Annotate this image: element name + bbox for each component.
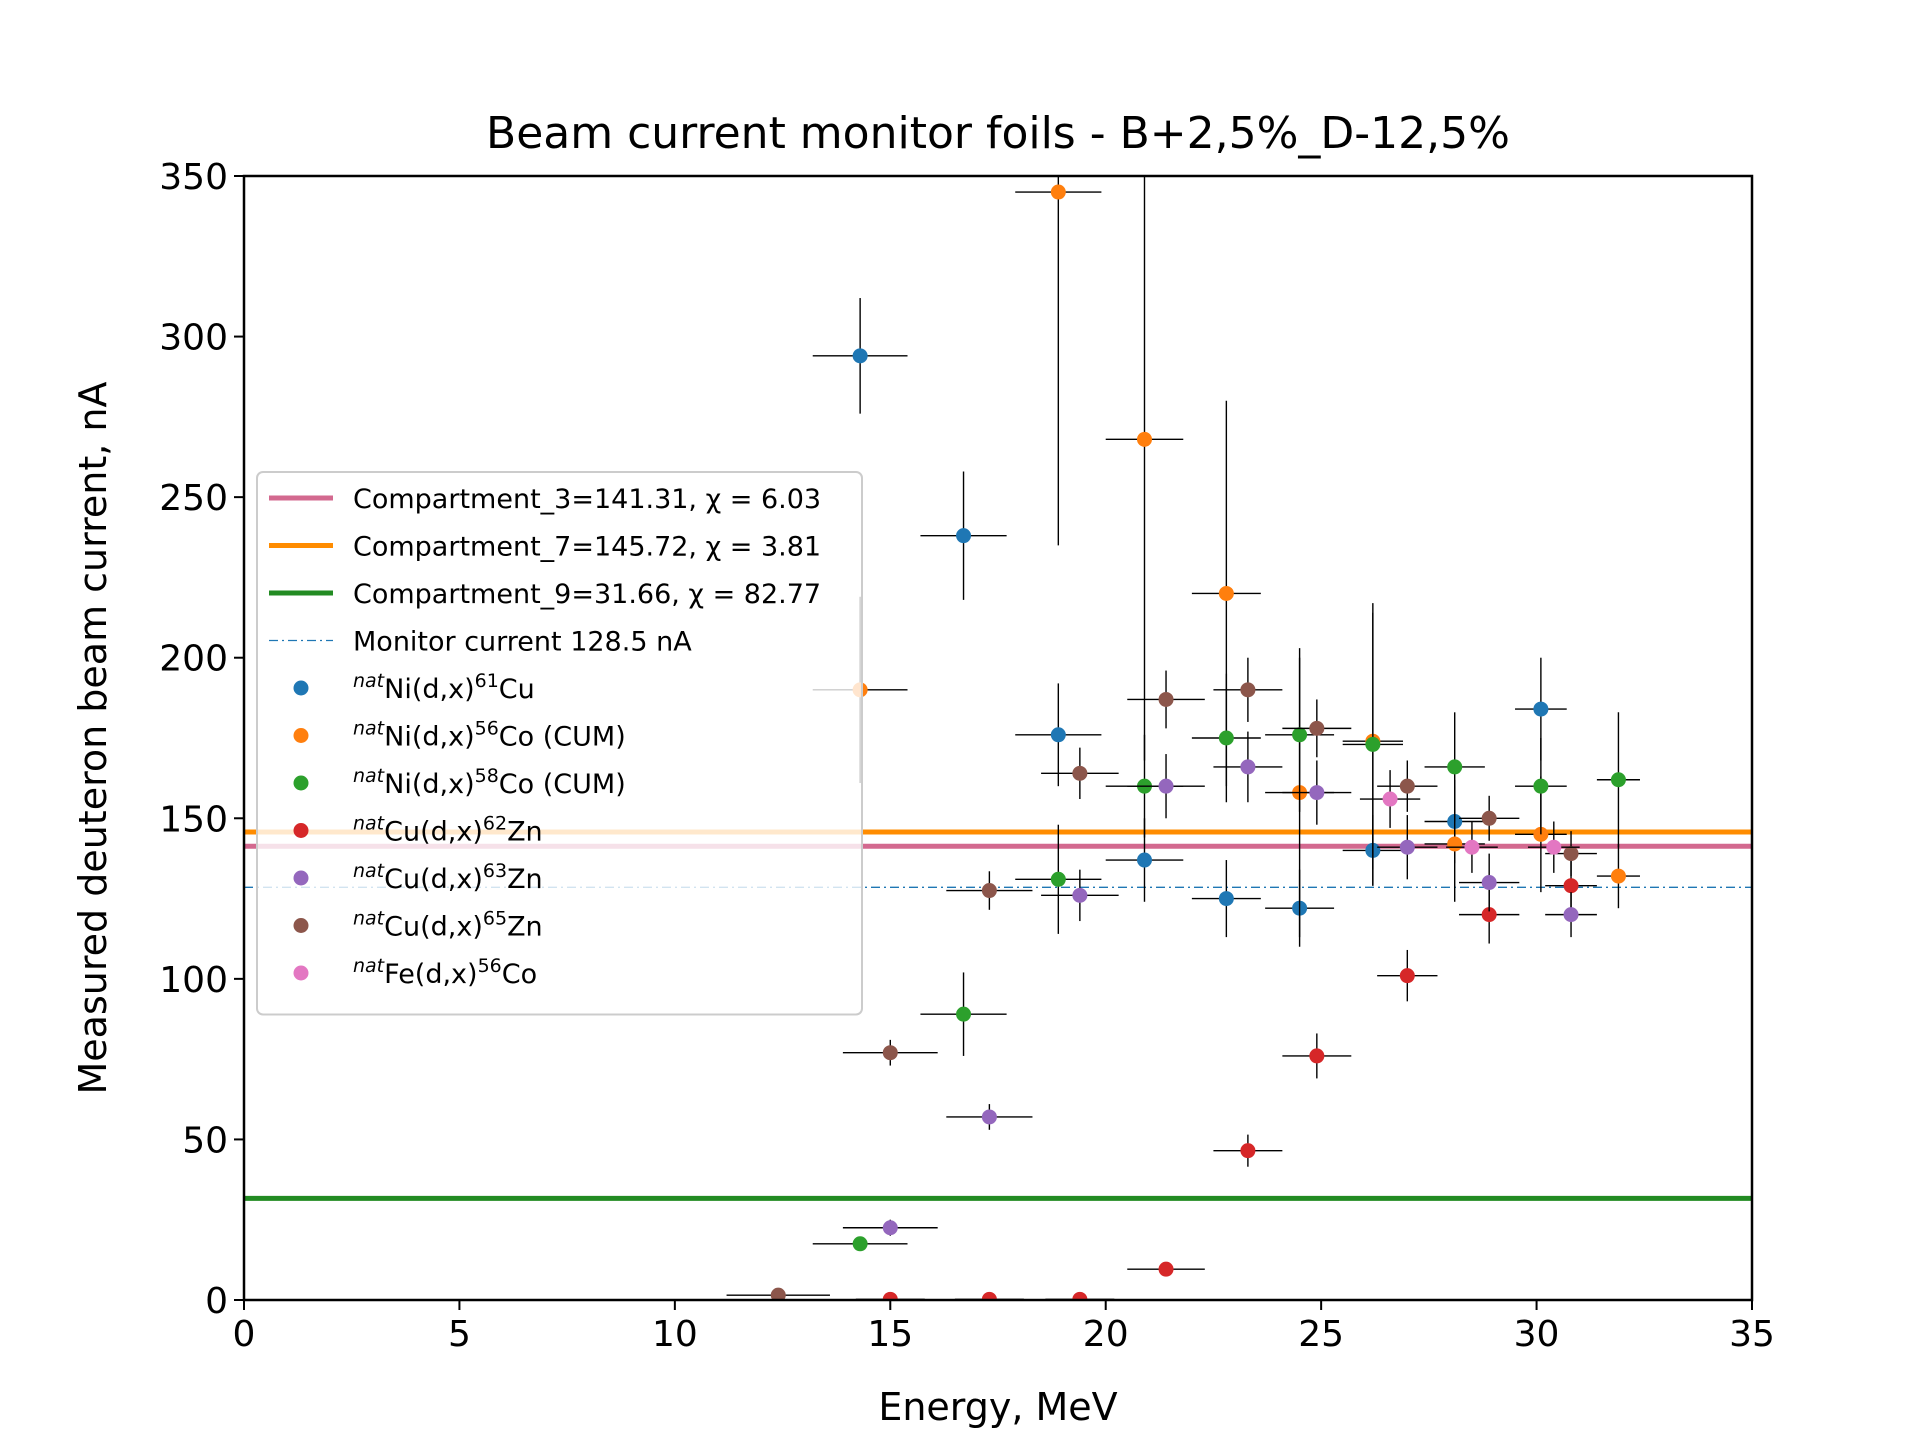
legend-marker	[293, 680, 309, 696]
y-axis: 0 50 100 150 200 250 300 350	[159, 157, 244, 1322]
data-point	[1533, 778, 1549, 794]
data-point	[1481, 907, 1497, 923]
legend-marker	[293, 823, 309, 838]
data-point	[1563, 878, 1579, 894]
data-point	[1464, 839, 1480, 855]
data-point	[1158, 1261, 1174, 1277]
y-axis-label: Measured deuteron beam current, nA	[71, 382, 115, 1095]
y-tick-label: 0	[205, 1281, 228, 1322]
legend-label: natNi(d,x)58Co (CUM)	[353, 765, 626, 800]
data-point	[1309, 1048, 1325, 1064]
data-point	[852, 348, 868, 364]
plot-frame	[242, 174, 1754, 1302]
x-tick-label: 5	[448, 1314, 471, 1355]
data-point	[1050, 727, 1066, 743]
legend-label: natCu(d,x)63Zn	[353, 860, 543, 895]
data-point	[1072, 1291, 1088, 1300]
data-point	[1218, 891, 1234, 907]
data-point	[1382, 791, 1398, 807]
data-point	[1136, 852, 1152, 868]
data-point	[1399, 968, 1415, 984]
data-point	[1158, 778, 1174, 794]
data-point	[1481, 810, 1497, 826]
legend-label: natFe(d,x)56Co	[353, 955, 537, 990]
x-tick-label: 0	[233, 1314, 256, 1355]
data-point	[981, 883, 997, 899]
data-point	[1292, 727, 1308, 743]
y-tick-label: 50	[182, 1120, 228, 1161]
legend-label: natCu(d,x)65Zn	[353, 908, 543, 943]
chart-title: Beam current monitor foils - B+2,5%_D-12…	[486, 108, 1510, 159]
data-point	[1309, 720, 1325, 736]
legend-marker	[293, 870, 309, 886]
data-marks	[726, 176, 1640, 1300]
legend-marker	[293, 965, 309, 981]
legend-marker	[293, 728, 309, 743]
data-point	[956, 1006, 972, 1022]
data-point	[956, 528, 972, 544]
data-point	[1533, 701, 1549, 717]
legend-marker	[293, 775, 309, 791]
data-point	[1563, 907, 1579, 923]
x-axis: 0 5 10 15 20 25 30 35	[233, 1300, 1775, 1355]
legend-label: natNi(d,x)56Co (CUM)	[353, 718, 626, 753]
y-tick-label: 150	[159, 799, 228, 840]
data-point	[852, 1236, 868, 1252]
y-tick-label: 350	[159, 157, 228, 198]
data-point	[1218, 730, 1234, 746]
x-tick-label: 20	[1083, 1314, 1129, 1355]
legend-label: Compartment_9=31.66, χ = 82.77	[353, 579, 821, 610]
y-tick-label: 100	[159, 960, 228, 1001]
x-tick-label: 15	[867, 1314, 913, 1355]
legend-box	[256, 471, 863, 1016]
legend-label: natNi(d,x)61Cu	[353, 670, 535, 705]
data-point	[1240, 1143, 1256, 1159]
legend-marker	[293, 918, 309, 933]
data-point	[1050, 871, 1066, 887]
data-point	[1399, 839, 1415, 855]
series	[726, 657, 1597, 1300]
data-point	[770, 1287, 786, 1300]
series	[812, 603, 1640, 1252]
x-tick-label: 30	[1514, 1314, 1560, 1355]
data-point	[1158, 691, 1174, 707]
data-point	[1309, 785, 1325, 801]
data-point	[981, 1109, 997, 1125]
x-tick-label: 25	[1298, 1314, 1344, 1355]
data-point	[882, 1045, 898, 1061]
legend-label: natCu(d,x)62Zn	[353, 813, 543, 848]
x-tick-label: 35	[1729, 1314, 1775, 1355]
legend-label: Compartment_3=141.31, χ = 6.03	[353, 484, 821, 515]
series	[842, 731, 1597, 1236]
data-point	[1240, 759, 1256, 775]
data-point	[1240, 682, 1256, 698]
series	[1359, 770, 1580, 873]
legend-label: Compartment_7=145.72, χ = 3.81	[353, 532, 821, 563]
data-point	[1447, 759, 1463, 775]
x-tick-label: 10	[652, 1314, 698, 1355]
y-tick-label: 200	[159, 639, 228, 680]
data-point	[1365, 736, 1381, 752]
data-point	[981, 1291, 997, 1300]
x-axis-label: Energy, MeV	[878, 1385, 1117, 1429]
data-point	[1218, 585, 1234, 601]
y-tick-label: 250	[159, 478, 228, 519]
data-point	[1447, 836, 1463, 852]
data-point	[1546, 839, 1562, 855]
data-point	[1399, 778, 1415, 794]
legend: Compartment_3=141.31, χ = 6.03 Compartmen…	[256, 471, 863, 1016]
data-point	[1610, 772, 1626, 788]
y-tick-label: 300	[159, 318, 228, 359]
data-point	[1481, 875, 1497, 891]
data-point	[1072, 887, 1088, 903]
data-point	[882, 1220, 898, 1236]
data-point	[1610, 868, 1626, 884]
data-point	[1563, 846, 1579, 862]
data-point	[1072, 765, 1088, 781]
data-point	[1136, 431, 1152, 447]
data-point	[1050, 184, 1066, 200]
legend-label: Monitor current 128.5 nA	[353, 627, 692, 658]
data-point	[882, 1291, 898, 1300]
